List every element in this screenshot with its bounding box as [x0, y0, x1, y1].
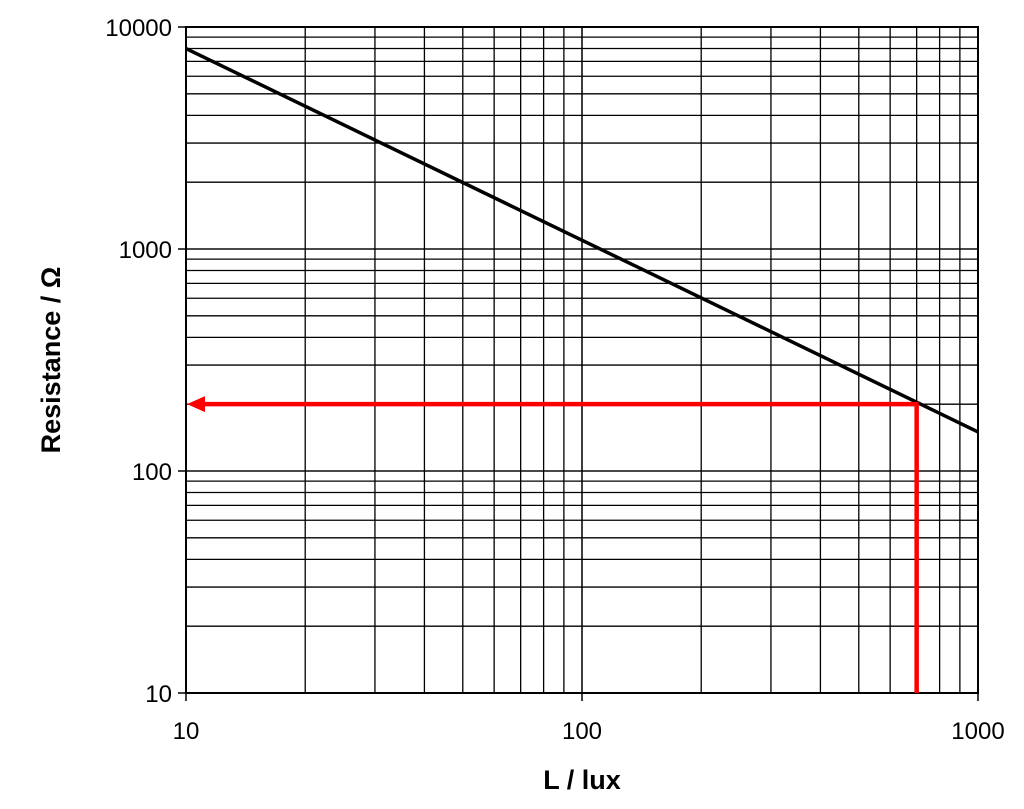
grid	[185, 26, 979, 694]
y-axis-title: Resistance / Ω	[36, 267, 66, 454]
x-tick-label: 1000	[951, 718, 1004, 745]
y-tick-label: 10	[145, 681, 172, 708]
x-axis-title: L / lux	[543, 765, 621, 795]
x-tick-label: 10	[173, 718, 200, 745]
y-tick-label: 1000	[119, 237, 172, 264]
series-line	[185, 46, 979, 434]
x-tick-label: 100	[562, 718, 602, 745]
annotation-layer	[187, 396, 919, 693]
series-layer	[185, 46, 979, 434]
tick-labels: 10 100 1000 10 100 1000 10000	[105, 15, 1004, 745]
annotation-arrowhead	[187, 396, 205, 413]
y-tick-label: 100	[132, 459, 172, 486]
y-tick-label: 10000	[105, 15, 172, 42]
